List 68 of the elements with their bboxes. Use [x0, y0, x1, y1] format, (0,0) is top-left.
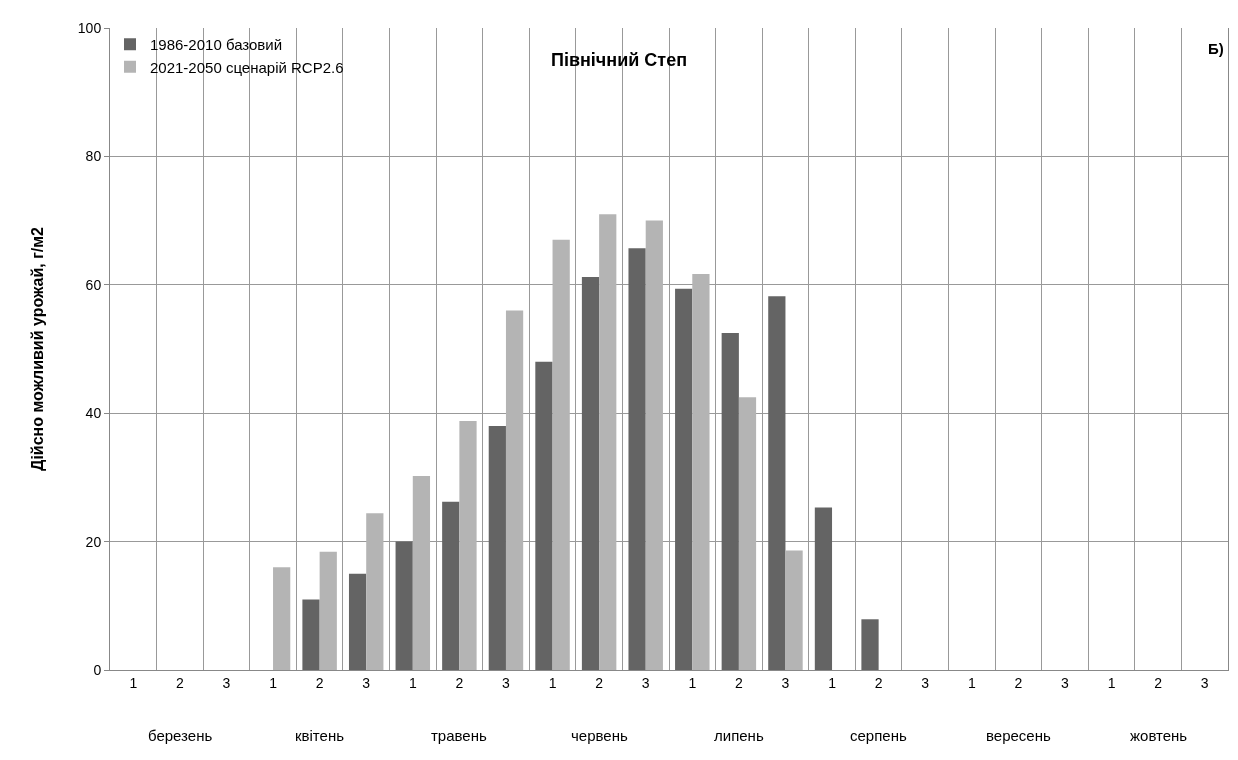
text: жовтень [1130, 727, 1188, 744]
x-tick-label: 2 [315, 674, 324, 691]
bar [302, 599, 320, 670]
bar [721, 332, 739, 670]
x-tick-label: 2 [1154, 674, 1163, 691]
bar [692, 273, 710, 670]
y-tick-label: 100 [77, 19, 102, 36]
text: травень [431, 727, 487, 744]
bar [785, 550, 803, 670]
y-tick-label: 60 [85, 276, 102, 293]
annotation: Б) [1208, 40, 1224, 57]
x-tick-label: 1 [129, 674, 138, 691]
bar [319, 551, 337, 670]
text: червень [571, 727, 628, 744]
x-tick-label: 3 [1061, 674, 1070, 691]
x-tick-label: 2 [175, 674, 184, 691]
x-tick-label: 2 [734, 674, 743, 691]
x-tick-label: 2 [455, 674, 464, 691]
text: серпень [850, 727, 907, 744]
y-axis-title: Дійсно можливий урожай, г/м2 [28, 226, 46, 471]
bar [738, 397, 757, 670]
bar [535, 361, 553, 670]
x-tick-label: 1 [967, 674, 976, 691]
y-tick-label: 40 [85, 405, 102, 422]
x-tick-label: 3 [362, 674, 371, 691]
x-tick-label: 1 [688, 674, 697, 691]
bar [442, 501, 460, 670]
x-tick-label: 1 [1107, 674, 1116, 691]
bar [861, 619, 879, 670]
bar [645, 220, 663, 670]
x-tick-label: 1 [548, 674, 557, 691]
legend-label: 2021-2050 сценарій RCP2.6 [150, 58, 344, 76]
text: липень [714, 727, 764, 744]
x-tick-label: 3 [781, 674, 790, 691]
bar [768, 296, 786, 670]
y-tick-label: 80 [85, 148, 102, 165]
x-tick-label: 3 [1200, 674, 1209, 691]
y-tick-label: 20 [85, 533, 102, 550]
text: Північний Степ [550, 49, 688, 70]
bar [628, 248, 646, 670]
y-tick-label: 0 [93, 661, 102, 678]
bar [552, 239, 570, 670]
bar [412, 476, 431, 670]
bar [395, 541, 413, 670]
x-tick-label: 2 [874, 674, 883, 691]
text: квітень [295, 727, 345, 744]
bar [366, 513, 384, 670]
x-tick-label: 3 [641, 674, 650, 691]
x-tick-label: 1 [269, 674, 278, 691]
text: вересень [986, 727, 1051, 744]
x-tick-label: 2 [595, 674, 604, 691]
bar [505, 310, 524, 670]
text: березень [148, 727, 213, 744]
x-tick-label: 1 [408, 674, 417, 691]
x-tick-label: 2 [1014, 674, 1023, 691]
x-tick-label: 3 [921, 674, 930, 691]
bar [814, 507, 833, 670]
bar [273, 567, 291, 670]
bar [599, 214, 617, 670]
x-tick-label: 1 [828, 674, 837, 691]
bar [581, 277, 600, 670]
bar [459, 420, 477, 670]
legend-label: 1986-2010 базовий [150, 36, 283, 54]
bar [488, 426, 506, 670]
x-tick-label: 3 [502, 674, 511, 691]
bar [348, 573, 367, 670]
x-tick-label: 3 [222, 674, 231, 691]
bar [675, 288, 693, 670]
